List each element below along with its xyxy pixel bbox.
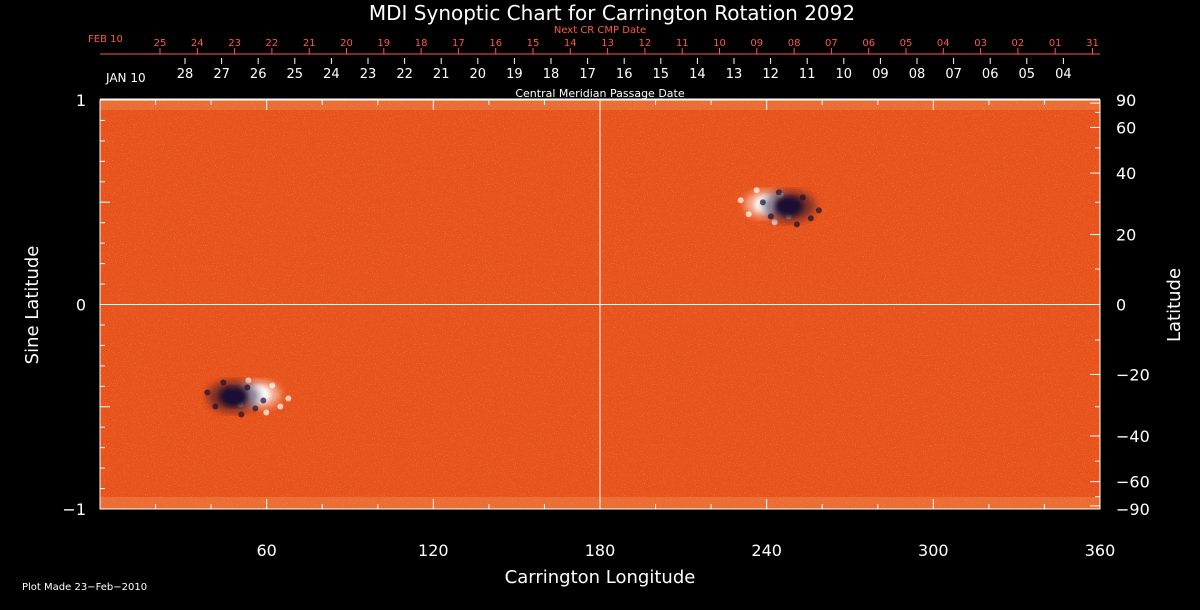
this-day-label: 12 xyxy=(762,67,779,82)
next-day-label: 06 xyxy=(862,38,875,49)
active-regions xyxy=(204,187,822,418)
cmp-date-axis: JAN 10 Central Meridian Passage Date 28 2… xyxy=(100,58,1100,100)
this-day-label: 04 xyxy=(1055,67,1072,82)
next-day-label: 22 xyxy=(266,38,279,49)
this-day-label: 20 xyxy=(470,67,487,82)
next-day-label: 20 xyxy=(340,38,353,49)
y-left-tick-label: −1 xyxy=(62,500,86,519)
this-day-label: 08 xyxy=(909,67,926,82)
next-day-label: 15 xyxy=(527,38,540,49)
next-day-label: 09 xyxy=(750,38,763,49)
this-day-label: 23 xyxy=(360,67,377,82)
this-day-label: 06 xyxy=(982,67,999,82)
next-day-label: 13 xyxy=(601,38,614,49)
this-day-label: 28 xyxy=(177,67,194,82)
this-day-label: 26 xyxy=(250,67,267,82)
x-axis-label: Carrington Longitude xyxy=(505,567,696,588)
x-tick-label: 240 xyxy=(751,541,782,560)
this-day-label: 05 xyxy=(1019,67,1036,82)
cmp-axis-label: Central Meridian Passage Date xyxy=(515,87,684,100)
next-day-label: 24 xyxy=(191,38,204,49)
y-right-axis-label: Latitude xyxy=(1164,268,1185,342)
next-day-label: 31 xyxy=(1086,38,1099,49)
this-day-label: 19 xyxy=(506,67,523,82)
x-tick-label: 120 xyxy=(418,541,449,560)
y-left-tick-label: 0 xyxy=(76,296,86,315)
this-day-label: 10 xyxy=(836,67,853,82)
x-tick-label: 180 xyxy=(585,541,616,560)
this-day-label: 15 xyxy=(653,67,670,82)
y-left-axis-label: Sine Latitude xyxy=(22,246,43,365)
chart-title: MDI Synoptic Chart for Carrington Rotati… xyxy=(369,1,855,25)
this-day-label: 14 xyxy=(689,67,706,82)
this-day-label: 25 xyxy=(287,67,304,82)
next-day-label: 25 xyxy=(154,38,167,49)
next-day-label: 02 xyxy=(1012,38,1025,49)
this-day-label: 11 xyxy=(799,67,816,82)
y-right-tick-label: 90 xyxy=(1116,91,1136,110)
y-right-tick-label: −40 xyxy=(1116,427,1150,446)
x-tick-label: 360 xyxy=(1085,541,1116,560)
plot-made-note: Plot Made 23−Feb−2010 xyxy=(22,582,147,593)
next-day-label: 16 xyxy=(489,38,502,49)
x-tick-label: 60 xyxy=(256,541,276,560)
this-day-label: 13 xyxy=(726,67,743,82)
y-right-tick-label: 0 xyxy=(1116,296,1126,315)
next-day-label: 03 xyxy=(974,38,987,49)
y-left-tick-label: 1 xyxy=(76,91,86,110)
next-day-label: 01 xyxy=(1049,38,1062,49)
next-day-label: 08 xyxy=(788,38,801,49)
next-day-label: 19 xyxy=(377,38,390,49)
next-day-label: 18 xyxy=(415,38,428,49)
this-day-label: 07 xyxy=(945,67,962,82)
y-right-tick-label: 20 xyxy=(1116,226,1136,245)
this-day-label: 16 xyxy=(616,67,633,82)
y-right-tick-label: −20 xyxy=(1116,365,1150,384)
next-day-label: 12 xyxy=(639,38,652,49)
this-day-label: 27 xyxy=(213,67,230,82)
next-day-label: 17 xyxy=(452,38,465,49)
next-day-label: 05 xyxy=(900,38,913,49)
grid-lines xyxy=(100,100,1100,509)
this-day-label: 17 xyxy=(579,67,596,82)
this-month-label: JAN 10 xyxy=(105,71,146,85)
y-right-tick-label: −90 xyxy=(1116,500,1150,519)
y-right-tick-label: −60 xyxy=(1116,473,1150,492)
this-day-label: 24 xyxy=(323,67,340,82)
axes: 60 120 180 240 300 360 1 0 −1 90 60 40 20 0 −20 −40 −60 −… xyxy=(62,91,1149,560)
this-day-label: 22 xyxy=(396,67,413,82)
next-day-label: 23 xyxy=(228,38,241,49)
this-day-label: 21 xyxy=(433,67,450,82)
next-day-label: 04 xyxy=(937,38,950,49)
next-day-label: 11 xyxy=(676,38,689,49)
next-day-label: 07 xyxy=(825,38,838,49)
next-day-label: 21 xyxy=(303,38,316,49)
next-cmp-title: Next CR CMP Date xyxy=(554,25,646,36)
next-day-label: 14 xyxy=(564,38,577,49)
active-region-negative xyxy=(204,379,267,418)
x-tick-label: 300 xyxy=(918,541,949,560)
this-day-label: 09 xyxy=(872,67,889,82)
y-right-tick-label: 40 xyxy=(1116,164,1136,183)
next-month-label: FEB 10 xyxy=(88,34,123,45)
y-right-tick-label: 60 xyxy=(1116,118,1136,137)
next-day-label: 10 xyxy=(713,38,726,49)
next-cr-date-axis: Next CR CMP Date FEB 10 25 24 23 22 21 20 19 18… xyxy=(88,25,1100,55)
active-region-negative xyxy=(759,189,822,228)
this-day-label: 18 xyxy=(543,67,560,82)
